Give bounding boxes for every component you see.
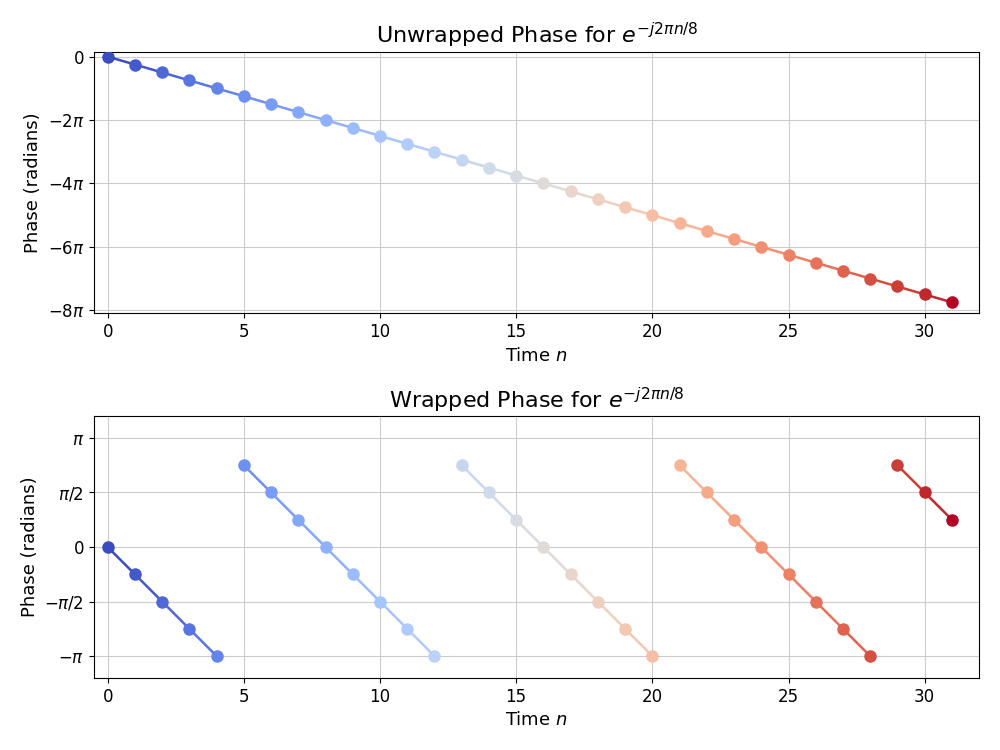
- Title: Wrapped Phase for $e^{-j2\pi n/8}$: Wrapped Phase for $e^{-j2\pi n/8}$: [389, 386, 684, 415]
- X-axis label: Time $n$: Time $n$: [505, 346, 568, 364]
- X-axis label: Time $n$: Time $n$: [505, 711, 568, 729]
- Title: Unwrapped Phase for $e^{-j2\pi n/8}$: Unwrapped Phase for $e^{-j2\pi n/8}$: [376, 21, 698, 50]
- Y-axis label: Phase (radians): Phase (radians): [24, 112, 42, 253]
- Y-axis label: Phase (radians): Phase (radians): [21, 477, 39, 617]
